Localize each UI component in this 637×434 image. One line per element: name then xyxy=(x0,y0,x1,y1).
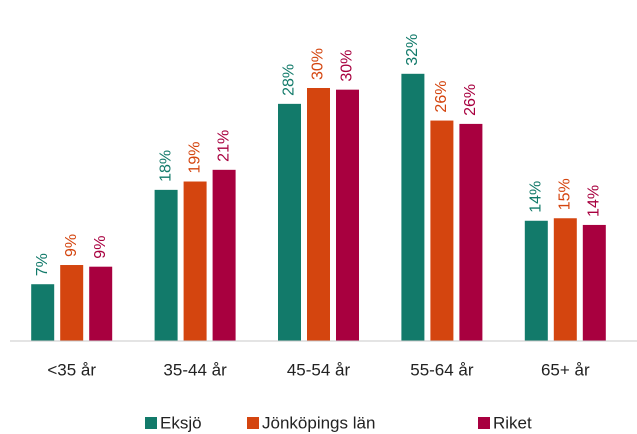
x-tick-label: 55-64 år xyxy=(410,360,474,379)
bar xyxy=(401,73,425,342)
legend-swatch xyxy=(247,417,259,429)
data-label: 32% xyxy=(404,34,421,66)
data-label: 26% xyxy=(462,84,479,116)
data-label: 14% xyxy=(528,181,545,213)
bar xyxy=(553,218,577,341)
x-tick-label: <35 år xyxy=(47,360,96,379)
legend-label: Eksjö xyxy=(160,413,202,432)
bar xyxy=(278,103,301,341)
x-tick-label: 45-54 år xyxy=(287,360,351,379)
legend-swatch xyxy=(478,417,490,429)
bar xyxy=(336,89,359,341)
data-label: 21% xyxy=(215,130,232,162)
data-label: 28% xyxy=(281,64,298,96)
data-label: 9% xyxy=(92,236,109,259)
bar xyxy=(582,224,606,341)
data-label: 7% xyxy=(34,253,51,276)
x-tick-label: 65+ år xyxy=(541,360,590,379)
bar xyxy=(212,169,236,341)
bar xyxy=(459,123,483,342)
bar xyxy=(89,266,113,341)
bar xyxy=(430,120,454,341)
legend-label: Jönköpings län xyxy=(262,413,375,432)
data-label: 26% xyxy=(433,81,450,113)
legend-swatch xyxy=(145,417,157,429)
data-label: 15% xyxy=(557,178,574,210)
bar xyxy=(31,284,55,341)
x-tick-label: 35-44 år xyxy=(163,360,227,379)
data-label: 30% xyxy=(310,48,327,80)
bar xyxy=(307,87,330,342)
data-label: 9% xyxy=(63,234,80,257)
data-label: 18% xyxy=(157,150,174,182)
data-label: 19% xyxy=(186,141,203,173)
data-label: 30% xyxy=(339,50,356,82)
bar xyxy=(60,265,84,341)
bar xyxy=(183,181,207,341)
data-label: 14% xyxy=(586,185,603,217)
bar xyxy=(524,220,548,341)
legend-label: Riket xyxy=(493,413,532,432)
bar xyxy=(154,189,178,341)
